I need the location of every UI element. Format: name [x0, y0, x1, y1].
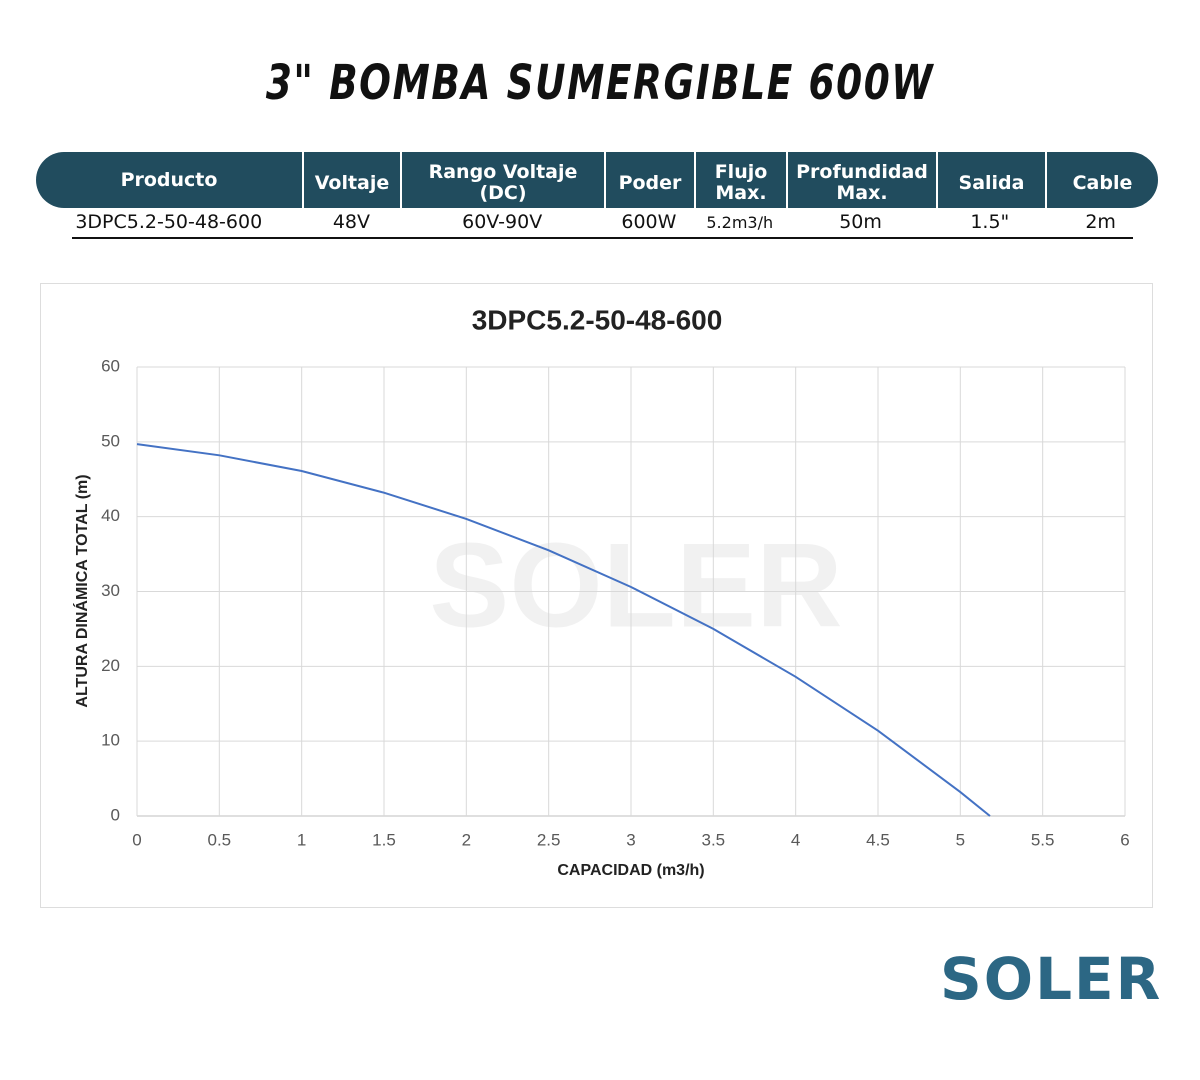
- x-tick-label: 3: [626, 830, 635, 849]
- column-header: Rango Voltaje (DC): [402, 152, 604, 208]
- y-tick-label: 40: [101, 506, 120, 525]
- x-tick-label: 4.5: [866, 830, 890, 849]
- x-tick-label: 0.5: [208, 830, 232, 849]
- x-axis-label: CAPACIDAD (m3/h): [557, 862, 704, 879]
- table-cell: 5.2m3/h: [706, 212, 774, 232]
- column-header: Poder: [606, 152, 694, 208]
- x-tick-label: 6: [1120, 830, 1129, 849]
- y-tick-label: 50: [101, 431, 120, 450]
- table-cell: 50m: [839, 211, 882, 233]
- y-tick-label: 0: [111, 805, 120, 824]
- table-cell: 60V-90V: [462, 211, 543, 233]
- table-rule: [72, 237, 1133, 239]
- y-tick-label: 30: [101, 581, 120, 600]
- brand-logo: SOLER: [940, 945, 1163, 1013]
- y-tick-label: 10: [101, 731, 120, 750]
- x-tick-label: 0: [132, 830, 141, 849]
- y-tick-label: 60: [101, 356, 120, 375]
- column-header: Profundidad Max.: [788, 152, 936, 208]
- x-tick-label: 4: [791, 830, 800, 849]
- x-tick-label: 5: [956, 830, 965, 849]
- chart-frame: [40, 283, 1153, 908]
- x-tick-label: 5.5: [1031, 830, 1055, 849]
- chart-title: 3DPC5.2-50-48-600: [472, 304, 723, 335]
- table-cell: 600W: [621, 211, 677, 233]
- table-cell: 3DPC5.2-50-48-600: [75, 211, 263, 233]
- column-header: Flujo Max.: [696, 152, 786, 208]
- column-header: Voltaje: [304, 152, 400, 208]
- column-header: Producto: [36, 152, 302, 208]
- x-tick-label: 1: [297, 830, 306, 849]
- y-axis-label: ALTURA DINÁMICA TOTAL (m): [72, 474, 91, 707]
- table-cell: 2m: [1085, 211, 1116, 233]
- watermark: SOLER: [429, 519, 842, 653]
- table-cell: 1.5": [970, 211, 1010, 233]
- table-cell: 48V: [332, 211, 371, 233]
- x-tick-label: 1.5: [372, 830, 396, 849]
- table-row: 3DPC5.2-50-48-600 48V 60V-90V 600W 5.2m3/h 50…: [36, 208, 1158, 236]
- page-title: 3" BOMBA SUMERGIBLE 600W: [265, 55, 935, 111]
- y-tick-label: 20: [101, 656, 120, 675]
- table-header: Producto Voltaje Rango Voltaje (DC) Poder Fl…: [36, 152, 1158, 208]
- x-tick-label: 2: [462, 830, 471, 849]
- column-header: Cable: [1047, 152, 1158, 208]
- x-tick-label: 2.5: [537, 830, 561, 849]
- data-line: [136, 443, 991, 817]
- x-tick-label: 3.5: [702, 830, 726, 849]
- column-header: Salida: [938, 152, 1045, 208]
